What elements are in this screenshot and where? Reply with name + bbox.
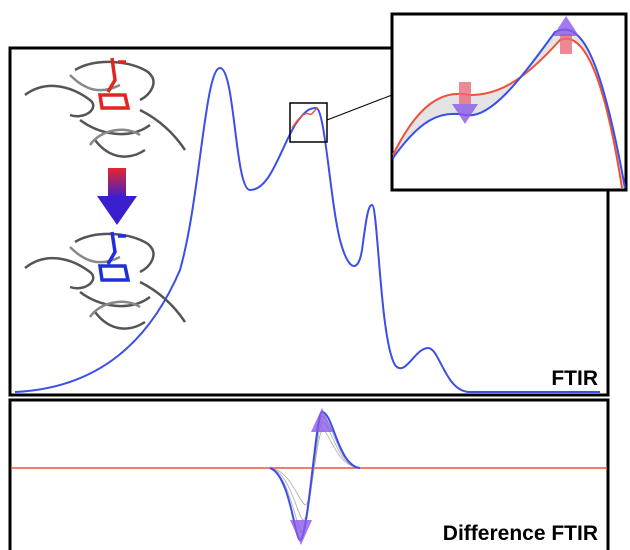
inset-arrow-down-shaft	[459, 82, 471, 104]
ftir-label: FTIR	[551, 367, 598, 390]
transition-arrow-shaft	[108, 168, 126, 198]
page: FTIR Difference FTIR (() => { const data…	[0, 0, 630, 550]
inset-panel	[392, 14, 626, 190]
inset-arrow-up-shaft	[560, 34, 572, 54]
figure: FTIR Difference FTIR	[0, 0, 630, 550]
difference-label: Difference FTIR	[443, 522, 598, 545]
